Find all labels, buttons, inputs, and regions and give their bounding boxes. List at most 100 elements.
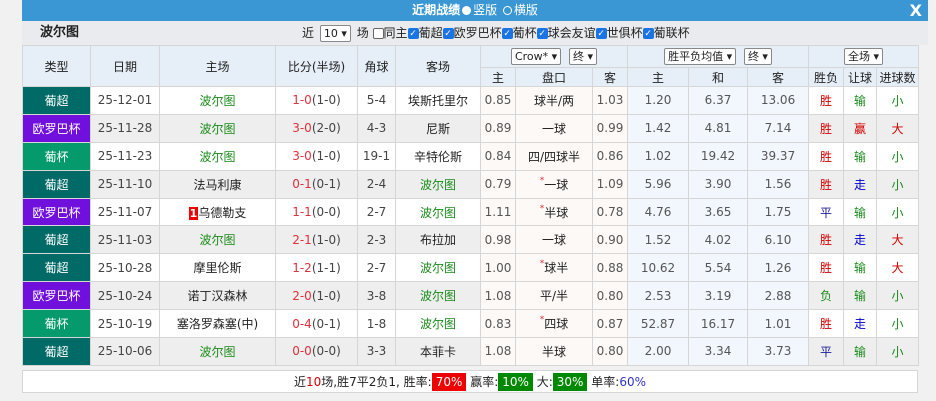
odd-rate-label: 单率: — [591, 375, 620, 389]
table-row[interactable]: 欧罗巴杯 25-11-28 波尔图 3-0(2-0) 4-3 尼斯 0.89 一球 0.99 1.… — [22, 113, 920, 143]
wl-result: 胜 — [820, 177, 833, 192]
filter-checkbox[interactable]: ✓ — [501, 28, 513, 39]
handicap-cell: 平/半 — [515, 281, 593, 311]
table-row[interactable]: 葡杯 25-11-23 波尔图 3-0(1-0) 19-1 辛特伦斯 0.84 四/四球半 0.… — [22, 141, 920, 171]
euro-odds-cell: 19.42 — [688, 141, 749, 171]
result-scope-value: 全场 — [848, 50, 871, 63]
date: 25-11-10 — [97, 177, 153, 192]
filter-checkbox[interactable]: ✓ — [442, 28, 454, 39]
away-team[interactable]: 波尔图 — [419, 177, 456, 192]
table-row[interactable]: 葡超 25-10-06 波尔图 0-0(0-0) 3-3 本菲卡 1.08 半球 0.80 2.0… — [22, 337, 920, 366]
filter-label[interactable]: 欧罗巴杯 — [453, 26, 502, 40]
away-team[interactable]: 波尔图 — [419, 317, 456, 332]
asian-away-odds: 0.86 — [596, 149, 624, 164]
table-row[interactable]: 葡超 25-12-01 波尔图 1-0(1-0) 5-4 埃斯托里尔 0.85 球半/两 1.0… — [22, 86, 920, 115]
handicap-cell: *球半 — [515, 253, 593, 283]
asian-away-odds: 0.99 — [596, 121, 624, 136]
score-cell: 0-4(0-1) — [275, 309, 358, 339]
away-team[interactable]: 布拉加 — [419, 233, 456, 248]
match-count-select[interactable]: 10 ▾ — [319, 25, 351, 42]
filter-label[interactable]: 葡联杯 — [653, 26, 690, 40]
hcp-result: 输 — [854, 344, 867, 359]
filter-checkbox[interactable]: ✓ — [595, 28, 607, 39]
filter-label[interactable]: 同主 — [383, 26, 408, 40]
goals-cell: 小 — [876, 337, 920, 366]
full-time-score: 0-1 — [292, 177, 312, 192]
table-row[interactable]: 葡超 25-11-03 波尔图 2-1(1-0) 2-3 布拉加 0.98 一球 0.90 1.5… — [22, 225, 920, 255]
asian-company-select[interactable]: Crow* ▾ — [510, 48, 562, 65]
table-row[interactable]: 葡杯 25-10-19 塞洛罗森塞(中) 0-4(0-1) 1-8 波尔图 0.83 *四球 0… — [22, 309, 920, 339]
filter-label[interactable]: 世俱杯 — [606, 26, 643, 40]
home-cell: 波尔图 — [159, 225, 276, 255]
asian-stage-select[interactable]: 终 ▾ — [569, 48, 598, 65]
home-team[interactable]: 乌德勒支 — [198, 205, 247, 220]
away-team[interactable]: 波尔图 — [419, 261, 456, 276]
win-rate-badge: 70% — [431, 373, 467, 391]
score-cell: 2-1(1-0) — [275, 225, 358, 255]
close-button[interactable]: X — [909, 1, 922, 20]
home-team[interactable]: 波尔图 — [199, 149, 236, 164]
result-scope-select[interactable]: 全场 ▾ — [844, 48, 884, 65]
corners: 3-3 — [366, 344, 387, 359]
hcp-result: 赢 — [854, 121, 867, 136]
radio-horizontal-label[interactable]: 横版 — [513, 3, 538, 17]
away-team[interactable]: 埃斯托里尔 — [407, 93, 468, 108]
away-team[interactable]: 辛特伦斯 — [413, 149, 462, 164]
table-row[interactable]: 欧罗巴杯 25-11-07 1乌德勒支 1-1(0-0) 2-7 波尔图 1.11 *半球 0.… — [22, 197, 920, 227]
filter-label[interactable]: 球会友谊 — [547, 26, 596, 40]
euro-odds: 1.52 — [644, 232, 672, 247]
home-team[interactable]: 波尔图 — [199, 93, 236, 108]
home-team[interactable]: 波尔图 — [199, 121, 236, 136]
home-team[interactable]: 法马利康 — [193, 177, 242, 192]
summary-text: 近 — [293, 375, 306, 389]
asian-home-cell: 0.83 — [480, 309, 516, 339]
euro-odds-cell: 16.17 — [688, 309, 749, 339]
corners: 2-3 — [366, 232, 387, 247]
euro-odds: 5.96 — [644, 177, 672, 192]
radio-vertical[interactable] — [462, 6, 472, 15]
summary-text: 场,胜7平2负1, 胜率: — [321, 375, 432, 389]
half-time-score: (0-0) — [311, 344, 341, 359]
away-team[interactable]: 本菲卡 — [419, 344, 456, 359]
filter-checkbox[interactable]: ✓ — [536, 28, 548, 39]
euro-odds-cell: 4.81 — [688, 113, 749, 143]
home-team[interactable]: 诺丁汉森林 — [187, 289, 248, 304]
date-cell: 25-11-28 — [90, 113, 160, 143]
home-team[interactable]: 波尔图 — [199, 344, 236, 359]
home-team[interactable]: 摩里伦斯 — [193, 261, 242, 276]
filter-checkbox[interactable]: ✓ — [407, 28, 419, 39]
filter-label[interactable]: 葡杯 — [512, 26, 537, 40]
radio-vertical-label[interactable]: 竖版 — [473, 3, 498, 17]
filter-checkbox[interactable] — [372, 28, 384, 39]
home-team[interactable]: 塞洛罗森塞(中) — [176, 317, 259, 332]
home-team[interactable]: 波尔图 — [199, 233, 236, 248]
filter-label[interactable]: 葡超 — [418, 26, 443, 40]
table-row[interactable]: 葡超 25-11-10 法马利康 0-1(0-1) 2-4 波尔图 0.79 *一球 1.09 5… — [22, 169, 920, 199]
asian-away-cell: 1.03 — [591, 86, 629, 115]
asian-away-cell: 0.78 — [591, 197, 629, 227]
euro-stage-select[interactable]: 终 ▾ — [743, 48, 772, 65]
hcp-cell: 输 — [843, 337, 878, 366]
euro-odds: 1.20 — [644, 93, 672, 108]
corner-cell: 2-7 — [357, 253, 396, 283]
col-euro-away: 客 — [747, 67, 810, 87]
odd-rate-value: 60% — [619, 375, 646, 389]
league-label: 欧罗巴杯 — [32, 121, 81, 136]
euro-company-select[interactable]: 胜平负均值 ▾ — [664, 48, 737, 65]
filter-checkbox[interactable]: ✓ — [642, 28, 654, 39]
away-team[interactable]: 波尔图 — [419, 205, 456, 220]
score-cell: 2-0(1-0) — [275, 281, 358, 311]
table-row[interactable]: 欧罗巴杯 25-10-24 诺丁汉森林 2-0(1-0) 3-8 波尔图 1.08 平/半 0.… — [22, 281, 920, 311]
table-row[interactable]: 葡超 25-10-28 摩里伦斯 1-2(1-1) 2-7 波尔图 1.00 *球半 0.88 1… — [22, 253, 920, 283]
asian-away-cell: 0.87 — [591, 309, 629, 339]
handicap-line: 四球 — [544, 317, 569, 332]
asian-away-odds: 0.87 — [596, 316, 624, 331]
euro-odds: 2.88 — [764, 288, 792, 303]
away-team[interactable]: 波尔图 — [419, 289, 456, 304]
radio-horizontal[interactable] — [502, 6, 512, 15]
euro-odds-cell: 2.88 — [747, 281, 810, 311]
away-team[interactable]: 尼斯 — [425, 121, 450, 136]
date: 25-12-01 — [97, 93, 153, 108]
euro-odds: 7.14 — [764, 121, 792, 136]
asian-away-cell: 0.90 — [591, 225, 629, 255]
